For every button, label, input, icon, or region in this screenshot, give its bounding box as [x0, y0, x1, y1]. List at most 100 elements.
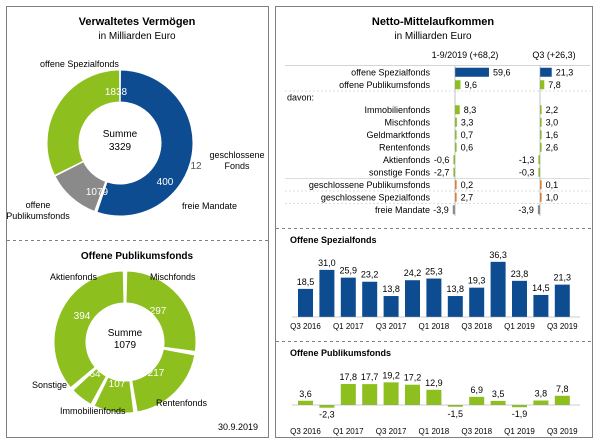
netto-bar — [538, 167, 540, 177]
netto-bar — [540, 130, 542, 140]
right-panel-frame — [275, 6, 593, 438]
bar-value-label: -1,5 — [448, 409, 464, 419]
netto-bar-label: 0,6 — [461, 142, 474, 152]
netto-bar-label: 7,8 — [548, 80, 561, 90]
x-tick-label: Q1 2017 — [333, 322, 364, 331]
slice-sonstige — [72, 367, 107, 406]
spezial-bars: 18,531,025,9 23,213,824,2 25,313,819,336,3… — [290, 250, 580, 331]
aum-subtitle: in Milliarden Euro — [98, 31, 176, 42]
netto-bar-label: 1,0 — [546, 192, 559, 202]
netto-bar-label: -0,6 — [434, 155, 450, 165]
netto-row-label: Mischfonds — [384, 117, 430, 127]
bar-value-label: 17,2 — [404, 373, 422, 383]
bar-value-label: 17,8 — [340, 372, 358, 382]
bar — [512, 280, 527, 317]
bar — [383, 296, 399, 317]
netto-bar — [540, 192, 542, 202]
bar — [405, 384, 420, 405]
netto-bar-label: 0,2 — [461, 180, 474, 190]
bar — [426, 389, 442, 405]
netto-row-label: geschlossene Spezialfonds — [321, 192, 431, 202]
fonds-center-label: Summe — [108, 328, 143, 339]
x-tick-label: Q3 2018 — [461, 322, 492, 331]
bar — [533, 294, 549, 317]
bar — [340, 277, 356, 317]
netto-bar-label: -3,9 — [518, 205, 534, 215]
slice-offene-publikumsfonds — [46, 69, 121, 177]
bar-value-label: 36,3 — [489, 250, 507, 260]
slice-freie-mandate — [54, 160, 107, 213]
bar-value-label: 23,2 — [361, 270, 379, 280]
fonds-center-value: 1079 — [114, 340, 137, 351]
left-panel-frame — [6, 6, 269, 438]
netto-bar — [540, 117, 542, 127]
slice-offene-spezialfonds — [96, 69, 194, 217]
publikum-panel-title: Offene Publikumsfonds — [290, 348, 391, 358]
netto-col2-header: Q3 (+26,3) — [532, 50, 575, 60]
bar — [319, 269, 335, 317]
slice-value-freie-mandate: 400 — [157, 177, 174, 188]
bar — [447, 405, 463, 407]
x-tick-label: Q3 2017 — [376, 322, 407, 331]
label-geschlossene-fonds: geschlossene Fonds — [209, 150, 264, 171]
netto-bar-label: 0,7 — [461, 130, 474, 140]
bar-value-label: 19,3 — [468, 276, 486, 286]
x-tick-label: Q1 2019 — [504, 322, 535, 331]
x-tick-label: Q3 2016 — [290, 427, 321, 436]
bar — [512, 405, 527, 408]
slice-value-immobilienfonds: 107 — [109, 379, 126, 390]
x-tick-label: Q1 2019 — [504, 427, 535, 436]
slice-immobilienfonds — [93, 376, 135, 414]
netto-title: Netto-Mittelaufkommen — [372, 16, 495, 28]
netto-bar — [453, 155, 455, 165]
bar — [426, 278, 442, 317]
slice-value-geschlossene-fonds: 12 — [190, 161, 202, 172]
spezial-panel-title: Offene Spezialfonds — [290, 235, 377, 245]
bar-value-label: 24,2 — [404, 268, 422, 278]
bar — [362, 384, 378, 405]
bar-value-label: 13,8 — [447, 284, 465, 294]
label-rentenfonds: Rentenfonds — [156, 398, 208, 408]
netto-table: offene Spezialfonds 59,6 21,3 offene Publik… — [285, 65, 590, 216]
fonds-labels: 297 217 107 64 394 Mischfonds Rentenfonds Immob… — [32, 272, 208, 416]
netto-bar — [455, 180, 457, 190]
aum-labels: 1838 1079 400 12 offene Spezialfonds geschlos… — [6, 59, 264, 221]
bar — [554, 284, 570, 317]
bar — [298, 400, 313, 405]
netto-row-label: Rentenfonds — [379, 142, 431, 152]
netto-bar — [537, 205, 540, 215]
fonds-title: Offene Publikumsfonds — [81, 251, 194, 262]
netto-bar — [455, 142, 457, 152]
netto-bar — [540, 80, 545, 90]
publikum-bars: 3,6 -2,3 17,8 17,7 19,2 17,212,9 -1,5 6,9 3,5 -1,… — [290, 370, 580, 436]
label-aktienfonds: Aktienfonds — [50, 272, 98, 282]
fonds-date: 30.9.2019 — [218, 422, 258, 432]
bar-value-label: 6,9 — [470, 385, 483, 395]
x-tick-label: Q1 2018 — [419, 427, 450, 436]
netto-bar — [455, 80, 461, 90]
bar — [340, 383, 356, 405]
netto-bar — [455, 67, 489, 77]
slice-value-offene-spezialfonds: 1838 — [105, 87, 128, 98]
bar-value-label: 3,8 — [535, 389, 548, 399]
bar-value-label: 14,5 — [532, 283, 550, 293]
x-tick-label: Q1 2018 — [419, 322, 450, 331]
bar-value-label: 23,8 — [511, 269, 529, 279]
netto-bar — [452, 205, 455, 215]
aum-center-label: Summe — [103, 129, 138, 140]
netto-bar — [455, 192, 457, 202]
bar-value-label: 12,9 — [425, 378, 443, 388]
netto-row-label: sonstige Fonds — [369, 167, 431, 177]
netto-bar — [455, 105, 460, 115]
bar-value-label: 25,3 — [425, 267, 443, 277]
netto-bar-label: 21,3 — [556, 67, 574, 77]
aum-title: Verwaltetes Vermögen — [79, 16, 196, 28]
netto-bar-label: -2,7 — [434, 167, 450, 177]
slice-value-aktienfonds: 394 — [74, 311, 91, 322]
netto-col1-header: 1-9/2019 (+68,2) — [432, 50, 499, 60]
netto-row-label: Geldmarktfonds — [366, 130, 430, 140]
netto-row-label: offene Publikumsfonds — [339, 80, 430, 90]
bar-value-label: -2,3 — [319, 410, 335, 420]
x-tick-label: Q3 2016 — [290, 322, 321, 331]
